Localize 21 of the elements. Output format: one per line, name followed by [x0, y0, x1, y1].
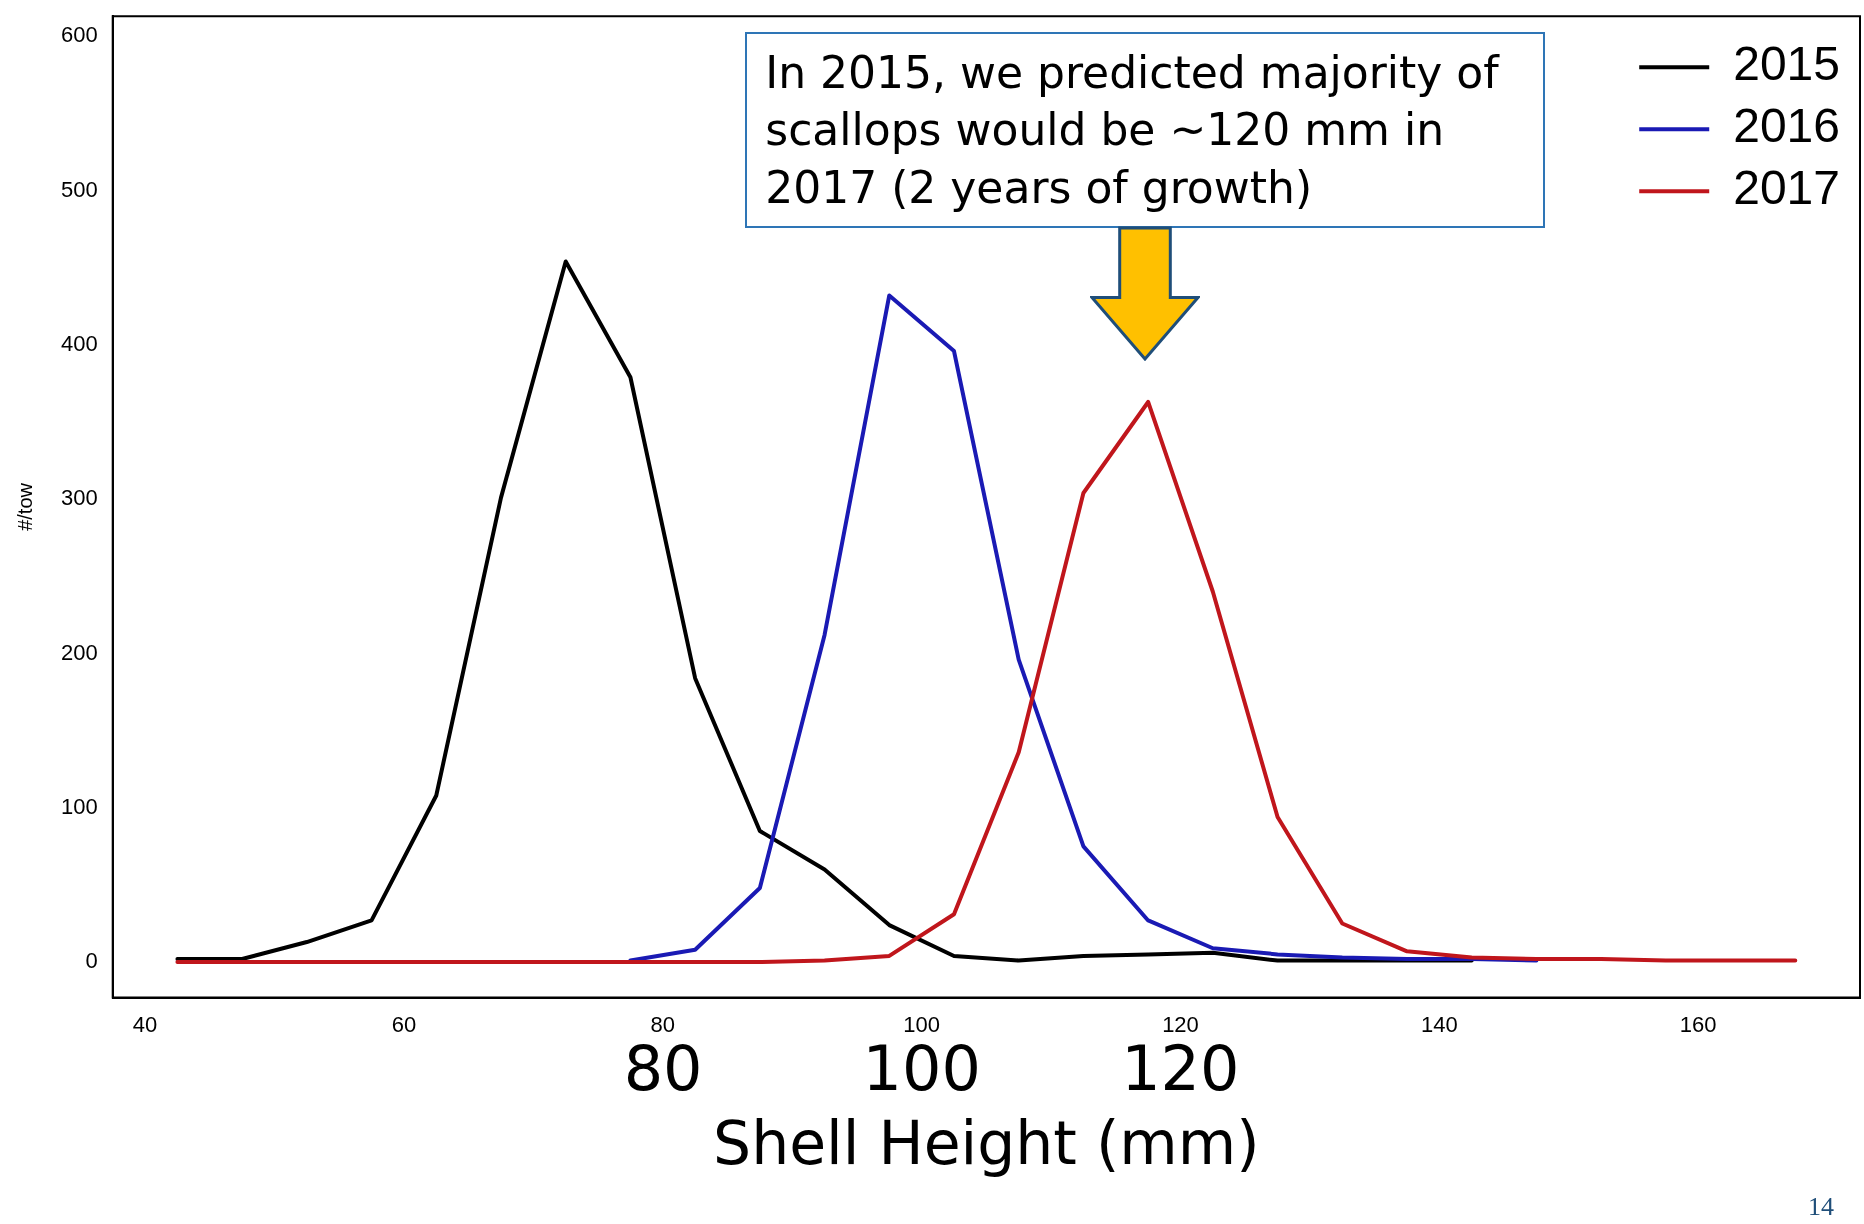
y-tick-label: 200 [60, 639, 98, 665]
x-axis-title: Shell Height (mm) [713, 1107, 1260, 1178]
x-tick-label: 100 [903, 1011, 940, 1037]
y-tick-label: 100 [60, 793, 98, 819]
x-tick-label: 120 [1162, 1011, 1199, 1037]
legend-label: 2017 [1733, 161, 1840, 215]
x-tick-label: 160 [1679, 1011, 1717, 1037]
x-tick-label: 40 [132, 1011, 158, 1037]
x-tick-label: 140 [1421, 1011, 1458, 1037]
annotation: In 2015, we predicted majority of scallops would be ~120 mm in 2017 (2 years of growth) [745, 32, 1546, 228]
legend-label: 2015 [1733, 37, 1840, 91]
text: 14 [1808, 1192, 1834, 1222]
y-axis-title: #/tow [13, 482, 36, 531]
x-tick-label: 60 [391, 1011, 417, 1037]
y-tick-label: 0 [85, 948, 98, 974]
y-tick-label: 600 [60, 22, 98, 48]
y-tick-label: 300 [60, 485, 98, 511]
y-tick-label: 400 [60, 330, 98, 356]
x-tick-label: 80 [650, 1011, 676, 1037]
legend-label: 2016 [1733, 99, 1840, 153]
y-tick-label: 500 [60, 176, 98, 202]
